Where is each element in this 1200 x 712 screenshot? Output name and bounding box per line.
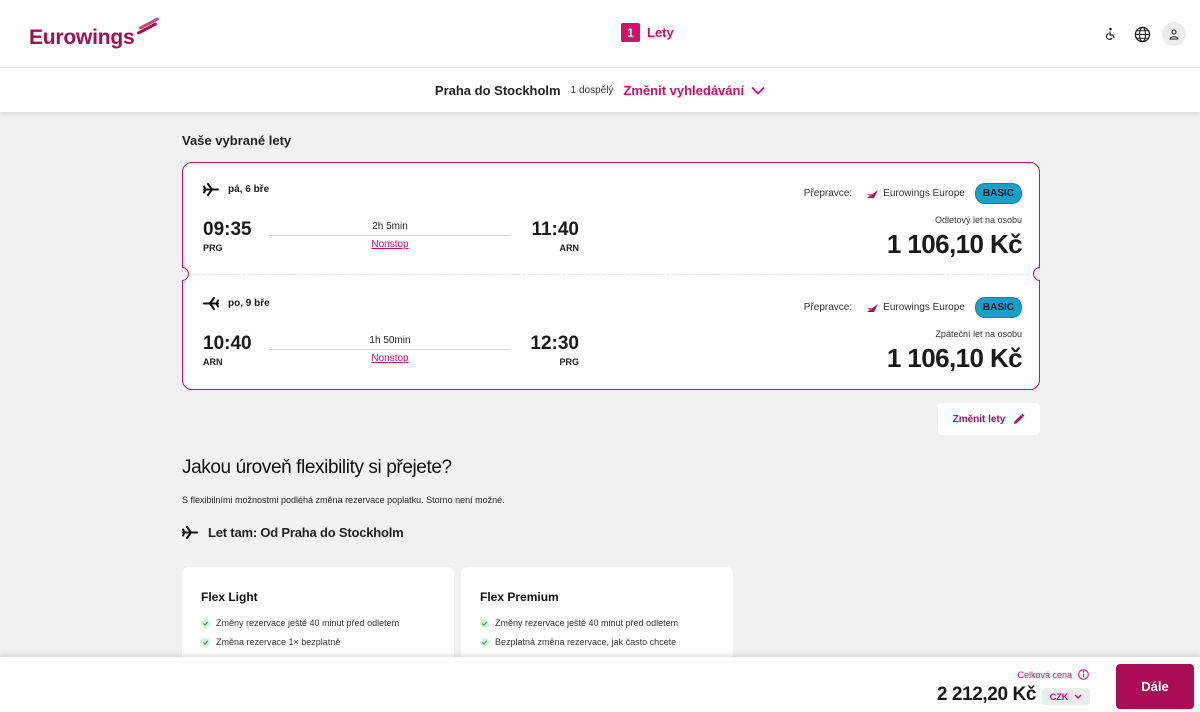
inbound-departure-time: 10:40 <box>203 333 252 354</box>
leg-label-text: Let tam: Od Praha do Stockholm <box>208 525 404 540</box>
top-bar: Eurowings 1 Lety <box>0 0 1200 68</box>
inbound-departure-code: ARN <box>203 357 223 367</box>
logo-text: Eurowings <box>29 26 135 49</box>
outbound-price-label: Odletový let na osobu <box>934 215 1022 225</box>
inbound-flight: po, 9 bře 10:40 ARN 1h 50min Nonstop 12:… <box>183 277 1041 377</box>
outbound-flight: pá, 6 bře 09:35 PRG 2h 5min Nonstop 11:4… <box>183 163 1041 263</box>
search-summary-bar: Praha do Stockholm 1 dospělý Změnit vyhl… <box>0 68 1200 112</box>
eurowings-logo[interactable]: Eurowings <box>29 17 160 50</box>
chevron-down-icon <box>1074 694 1082 699</box>
flex-feature-text: Změna rezervace 1× bezplatně <box>216 637 341 647</box>
inbound-price-label: Zpáteční let na osobu <box>935 329 1022 339</box>
flexibility-heading: Jakou úroveň flexibility si přejete? <box>182 457 452 478</box>
flex-feature-text: Změny rezervace ještě 40 minut před odle… <box>216 618 400 628</box>
inbound-date-text: po, 9 bře <box>228 298 270 309</box>
inbound-carrier: Přepravce: Eurowings Europe BASIC <box>804 297 1022 318</box>
change-flights-label: Změnit lety <box>952 413 1006 425</box>
ticket-notch-right <box>1033 267 1040 281</box>
outbound-arrival-time: 11:40 <box>531 219 579 240</box>
total-price-label[interactable]: Celková cena <box>1017 669 1089 680</box>
accessibility-icon[interactable] <box>1098 22 1122 46</box>
flex-feature: Změny rezervace ještě 40 minut před odle… <box>201 618 399 628</box>
inbound-price: 1 106,10 Kč <box>886 343 1023 373</box>
check-icon <box>201 618 210 628</box>
check-icon <box>201 637 210 647</box>
total-label-text: Celková cena <box>1017 669 1072 680</box>
currency-value: CZK <box>1049 691 1069 702</box>
flex-option-title: Flex Light <box>201 590 258 604</box>
total-price-amount: 2 212,20 Kč <box>936 684 1037 705</box>
inbound-duration: 1h 50min <box>369 335 411 346</box>
next-button[interactable]: Dále <box>1116 664 1194 709</box>
flex-feature: Změna rezervace 1× bezplatně <box>201 637 340 647</box>
eurowings-tail-icon <box>867 303 879 312</box>
outbound-route-line <box>269 235 511 236</box>
passenger-count: 1 dospělý <box>570 84 614 96</box>
fare-badge: BASIC <box>974 183 1022 204</box>
selected-flights-card: pá, 6 bře 09:35 PRG 2h 5min Nonstop 11:4… <box>182 162 1040 390</box>
change-search-label: Změnit vyhledávání <box>623 82 745 98</box>
check-icon <box>480 637 489 647</box>
inbound-arrival-time: 12:30 <box>530 333 579 354</box>
step-number: 1 <box>621 23 640 42</box>
flexibility-subtitle: S flexibilními možnostmi podléhá změna r… <box>182 495 505 505</box>
header-actions <box>1090 22 1186 46</box>
inbound-nonstop-link[interactable]: Nonstop <box>371 353 409 364</box>
outbound-price: 1 106,10 Kč <box>886 229 1023 259</box>
selected-flights-title: Vaše vybrané lety <box>182 133 292 148</box>
chevron-down-icon <box>751 86 765 95</box>
check-icon <box>480 618 489 628</box>
flex-feature-text: Bezplatná změna rezervace, jak často chc… <box>495 637 677 647</box>
eurowings-tail-icon <box>867 189 879 198</box>
currency-select[interactable]: CZK <box>1042 688 1090 705</box>
outbound-departure-time: 09:35 <box>203 219 252 240</box>
info-icon[interactable] <box>1078 669 1089 680</box>
outbound-date-text: pá, 6 bře <box>228 184 270 195</box>
carrier-label: Přepravce: <box>803 302 853 313</box>
outbound-leg-label: Let tam: Od Praha do Stockholm <box>182 525 404 540</box>
carrier-label: Přepravce: <box>803 188 853 199</box>
inbound-arrival-code: PRG <box>559 357 579 367</box>
route-summary: Praha do Stockholm <box>434 82 561 98</box>
outbound-duration: 2h 5min <box>372 221 408 232</box>
flex-feature: Bezplatná změna rezervace, jak často chc… <box>480 637 676 647</box>
flex-feature: Změny rezervace ještě 40 minut před odle… <box>480 618 678 628</box>
carrier-name: Eurowings Europe <box>883 188 965 199</box>
outbound-arrival-code: ARN <box>559 243 580 253</box>
progress-step-flights: 1 Lety <box>621 23 674 42</box>
flight-divider <box>193 274 1029 275</box>
globe-icon[interactable] <box>1130 22 1154 46</box>
outbound-nonstop-link[interactable]: Nonstop <box>371 239 409 250</box>
outbound-date: pá, 6 bře <box>203 183 269 196</box>
logo-mark-icon <box>136 17 160 40</box>
plane-departure-icon <box>203 183 219 196</box>
pencil-icon <box>1014 413 1025 424</box>
plane-departure-icon <box>182 526 198 539</box>
outbound-departure-code: PRG <box>203 243 223 253</box>
flex-feature-text: Změny rezervace ještě 40 minut před odle… <box>495 618 679 628</box>
inbound-date: po, 9 bře <box>203 297 270 310</box>
carrier-name: Eurowings Europe <box>883 302 965 313</box>
flex-option-title: Flex Premium <box>480 590 559 604</box>
step-label: Lety <box>647 25 674 40</box>
plane-return-icon <box>203 297 219 310</box>
change-search-button[interactable]: Změnit vyhledávání <box>623 83 765 98</box>
inbound-route-line <box>269 349 511 350</box>
outbound-carrier: Přepravce: Eurowings Europe BASIC <box>804 183 1022 204</box>
fare-badge: BASIC <box>974 297 1022 318</box>
change-flights-button[interactable]: Změnit lety <box>938 403 1040 435</box>
user-icon[interactable] <box>1162 22 1186 46</box>
booking-footer: Celková cena 2 212,20 Kč CZK Dále <box>0 657 1200 712</box>
